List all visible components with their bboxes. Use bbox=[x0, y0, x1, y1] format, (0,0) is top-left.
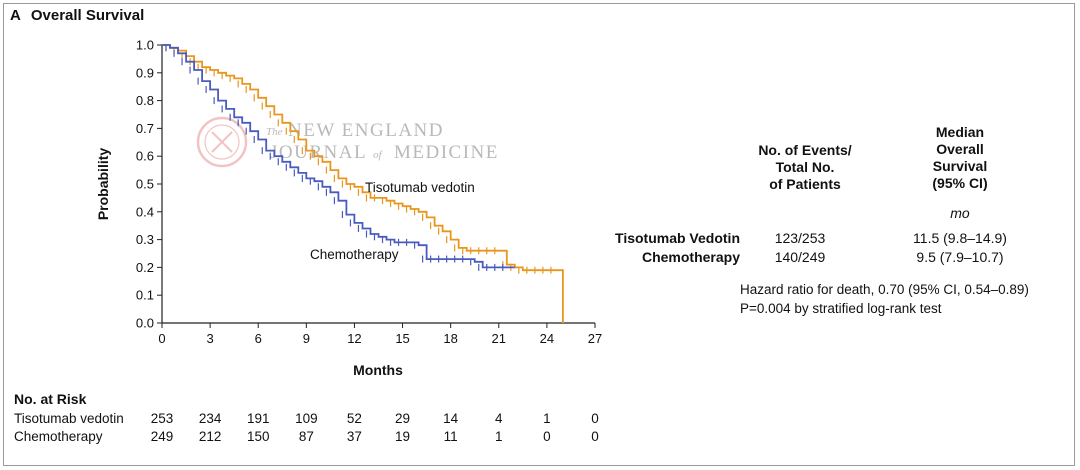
risk-value-tisotumab-vedotin: 29 bbox=[395, 411, 411, 426]
row-name-chemotherapy: Chemotherapy bbox=[641, 249, 740, 265]
x-tick-label: 9 bbox=[303, 331, 310, 346]
risk-value-chemotherapy: 249 bbox=[150, 429, 174, 444]
risk-value-tisotumab-vedotin: 1 bbox=[543, 411, 551, 426]
median-header-line: Survival bbox=[932, 158, 988, 174]
median-units: mo bbox=[950, 205, 970, 221]
watermark-line2a: JOURNAL bbox=[270, 142, 367, 163]
risk-value-chemotherapy: 150 bbox=[246, 429, 270, 444]
risk-row-name-tisotumab-vedotin: Tisotumab vedotin bbox=[14, 411, 124, 426]
events-tisotumab: 123/253 bbox=[774, 230, 826, 246]
nejm-seal-icon bbox=[196, 116, 248, 168]
axes: 0 3 6 9 12 15 18 21 24 27 0.0 0.1 0.2 0.3 0.4 0.5 0.6 0.7… bbox=[136, 38, 602, 347]
y-tick-label: 0.6 bbox=[136, 149, 154, 164]
median-chemotherapy: 9.5 (7.9–10.7) bbox=[916, 249, 1004, 265]
y-axis-title: Probability bbox=[95, 148, 111, 221]
risk-value-tisotumab-vedotin: 0 bbox=[591, 411, 599, 426]
risk-value-chemotherapy: 0 bbox=[543, 429, 551, 444]
y-tick-label: 0.5 bbox=[136, 177, 154, 192]
series-label-chemotherapy: Chemotherapy bbox=[310, 247, 399, 262]
x-tick-label: 27 bbox=[588, 331, 602, 346]
y-tick-label: 0.3 bbox=[136, 232, 154, 247]
risk-value-tisotumab-vedotin: 14 bbox=[443, 411, 459, 426]
watermark-of: of bbox=[373, 149, 384, 161]
median-header-line: Overall bbox=[936, 141, 984, 157]
y-tick-label: 0.9 bbox=[136, 65, 154, 80]
median-header-line: (95% CI) bbox=[932, 175, 988, 191]
x-tick-label: 18 bbox=[443, 331, 457, 346]
x-axis-title: Months bbox=[353, 362, 403, 378]
y-tick-label: 1.0 bbox=[136, 38, 154, 53]
y-tick-label: 0.0 bbox=[136, 316, 154, 331]
risk-value-chemotherapy: 0 bbox=[591, 429, 599, 444]
risk-value-tisotumab-vedotin: 234 bbox=[198, 411, 222, 426]
x-tick-label: 21 bbox=[492, 331, 506, 346]
survival-curves bbox=[162, 44, 564, 323]
row-name-tisotumab: Tisotumab Vedotin bbox=[615, 230, 740, 246]
events-header-line: Total No. bbox=[775, 159, 835, 175]
hazard-ratio-text: Hazard ratio for death, 0.70 (95% CI, 0.… bbox=[740, 282, 1029, 297]
median-header-line: Median bbox=[935, 124, 985, 140]
series-label-tisotumab: Tisotumab vedotin bbox=[365, 180, 475, 195]
events-header: No. of Events/ Total No. of Patients bbox=[730, 142, 880, 193]
risk-value-tisotumab-vedotin: 191 bbox=[246, 411, 270, 426]
panel-title: Overall Survival bbox=[30, 7, 145, 24]
panel-header: A Overall Survival bbox=[10, 7, 144, 24]
events-header-line: No. of Events/ bbox=[758, 142, 852, 158]
risk-table-title: No. at Risk bbox=[14, 391, 87, 407]
risk-value-tisotumab-vedotin: 253 bbox=[150, 411, 174, 426]
series-tisotumab-vedotin bbox=[162, 44, 564, 323]
risk-value-tisotumab-vedotin: 52 bbox=[346, 411, 362, 426]
curve-chemotherapy bbox=[162, 44, 515, 269]
watermark-the: The bbox=[266, 126, 283, 138]
risk-value-chemotherapy: 87 bbox=[298, 429, 314, 444]
watermark: The NEW ENGLAND JOURNAL of MEDICINE bbox=[196, 116, 499, 168]
x-tick-label: 6 bbox=[255, 331, 262, 346]
risk-value-chemotherapy: 212 bbox=[198, 429, 222, 444]
x-tick-label: 24 bbox=[540, 331, 554, 346]
y-tick-label: 0.7 bbox=[136, 121, 154, 136]
p-value-text: P=0.004 by stratified log-rank test bbox=[740, 301, 942, 316]
curve-tisotumab-vedotin bbox=[162, 44, 564, 323]
risk-value-tisotumab-vedotin: 109 bbox=[295, 411, 318, 426]
risk-row-name-chemotherapy: Chemotherapy bbox=[14, 429, 103, 444]
x-tick-label: 0 bbox=[158, 331, 165, 346]
x-tick-label: 3 bbox=[206, 331, 213, 346]
events-header-line: of Patients bbox=[769, 176, 841, 192]
events-chemotherapy: 140/249 bbox=[774, 249, 826, 265]
risk-value-chemotherapy: 1 bbox=[495, 429, 503, 444]
y-tick-label: 0.1 bbox=[136, 288, 154, 303]
panel-letter: A bbox=[10, 7, 21, 24]
x-tick-label: 12 bbox=[347, 331, 361, 346]
figure-frame bbox=[3, 3, 1075, 466]
y-tick-label: 0.2 bbox=[136, 260, 154, 275]
risk-value-chemotherapy: 37 bbox=[346, 429, 362, 444]
y-tick-label: 0.8 bbox=[136, 93, 154, 108]
y-tick-label: 0.4 bbox=[136, 204, 154, 219]
median-tisotumab: 11.5 (9.8–14.9) bbox=[913, 230, 1007, 246]
risk-value-chemotherapy: 19 bbox=[395, 429, 411, 444]
series-chemotherapy bbox=[162, 44, 515, 271]
x-tick-label: 15 bbox=[395, 331, 409, 346]
risk-value-tisotumab-vedotin: 4 bbox=[495, 411, 503, 426]
watermark-line2b: MEDICINE bbox=[394, 142, 499, 163]
median-header: Median Overall Survival (95% CI) bbox=[890, 124, 1030, 192]
risk-value-chemotherapy: 11 bbox=[443, 429, 458, 444]
watermark-line1: NEW ENGLAND bbox=[288, 120, 444, 141]
